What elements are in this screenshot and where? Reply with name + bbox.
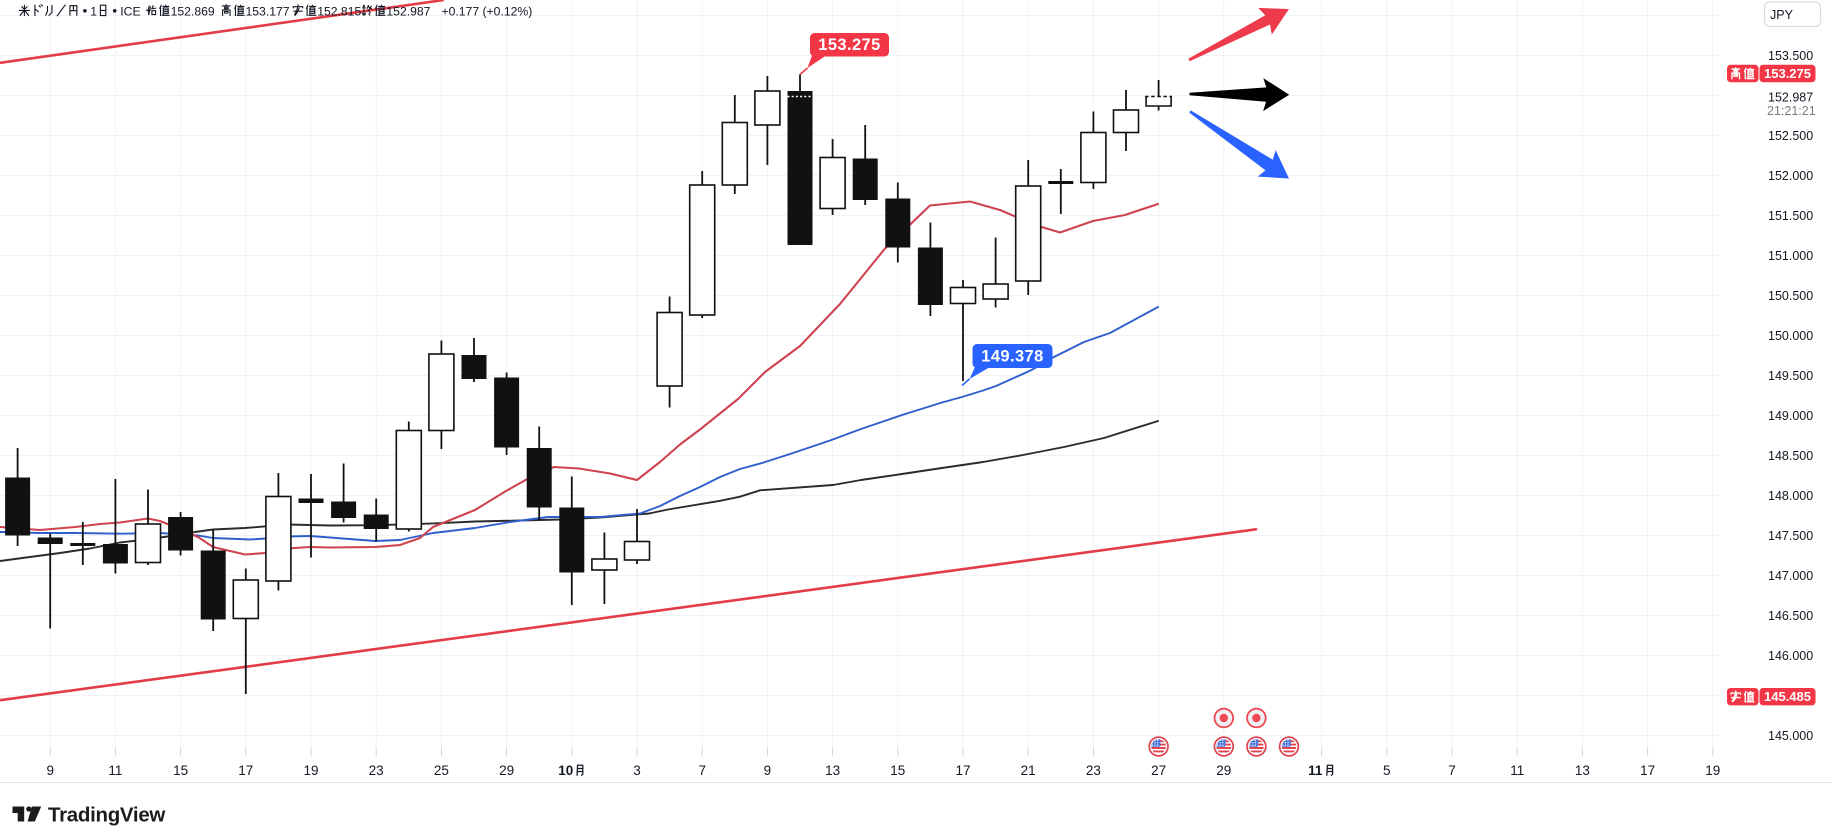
svg-text:152.869: 152.869 (171, 4, 215, 18)
svg-text:3: 3 (633, 763, 641, 778)
svg-text:146.500: 146.500 (1768, 609, 1813, 623)
svg-text:151.500: 151.500 (1768, 209, 1813, 223)
svg-text:19: 19 (303, 763, 318, 778)
svg-text:29: 29 (499, 763, 514, 778)
svg-text:146.000: 146.000 (1768, 649, 1813, 663)
svg-text:23: 23 (369, 763, 384, 778)
svg-text:23: 23 (1086, 763, 1101, 778)
svg-text:1: 1 (90, 4, 97, 18)
svg-text:149.500: 149.500 (1768, 369, 1813, 383)
svg-text:13: 13 (825, 763, 840, 778)
svg-text:153.275: 153.275 (1764, 66, 1811, 81)
svg-text:152.815: 152.815 (317, 4, 361, 18)
svg-text:TradingView: TradingView (48, 804, 165, 827)
svg-text:9: 9 (764, 763, 772, 778)
svg-text:147.000: 147.000 (1768, 569, 1813, 583)
svg-text:145.000: 145.000 (1768, 729, 1813, 743)
svg-text:152.987: 152.987 (1768, 90, 1813, 104)
svg-text:10: 10 (558, 763, 573, 778)
svg-text:149.378: 149.378 (981, 348, 1043, 366)
svg-text:15: 15 (890, 763, 905, 778)
svg-text:149.000: 149.000 (1768, 409, 1813, 423)
svg-text:145.485: 145.485 (1764, 689, 1811, 704)
svg-text:JPY: JPY (1770, 8, 1794, 22)
svg-text:13: 13 (1575, 763, 1590, 778)
svg-text:148.000: 148.000 (1768, 489, 1813, 503)
svg-text:29: 29 (1216, 763, 1231, 778)
svg-text:21:21:21: 21:21:21 (1767, 104, 1816, 118)
svg-text:5: 5 (1383, 763, 1391, 778)
svg-text:17: 17 (1640, 763, 1655, 778)
svg-text:152.987: 152.987 (386, 4, 430, 18)
svg-text:7: 7 (698, 763, 706, 778)
svg-text:15: 15 (173, 763, 188, 778)
svg-text:+0.177 (+0.12%): +0.177 (+0.12%) (442, 4, 533, 18)
svg-text:11: 11 (1308, 763, 1323, 778)
svg-text:ICE: ICE (120, 4, 140, 18)
svg-text:11: 11 (1510, 763, 1524, 778)
svg-text:148.500: 148.500 (1768, 449, 1813, 463)
svg-text:21: 21 (1021, 763, 1036, 778)
svg-text:150.000: 150.000 (1768, 329, 1813, 343)
svg-text:9: 9 (46, 763, 54, 778)
svg-text:7: 7 (1448, 763, 1456, 778)
svg-text:153.500: 153.500 (1768, 49, 1813, 63)
svg-text:17: 17 (238, 763, 253, 778)
svg-text:152.500: 152.500 (1768, 129, 1813, 143)
svg-text:152.000: 152.000 (1768, 169, 1813, 183)
svg-text:27: 27 (1151, 763, 1166, 778)
svg-text:11: 11 (108, 763, 122, 778)
svg-text:151.000: 151.000 (1768, 249, 1813, 263)
svg-text:147.500: 147.500 (1768, 529, 1813, 543)
svg-text:153.177: 153.177 (246, 4, 290, 18)
svg-text:19: 19 (1705, 763, 1720, 778)
svg-text:17: 17 (955, 763, 970, 778)
svg-text:25: 25 (434, 763, 449, 778)
svg-text:150.500: 150.500 (1768, 289, 1813, 303)
svg-text:153.275: 153.275 (818, 36, 880, 54)
